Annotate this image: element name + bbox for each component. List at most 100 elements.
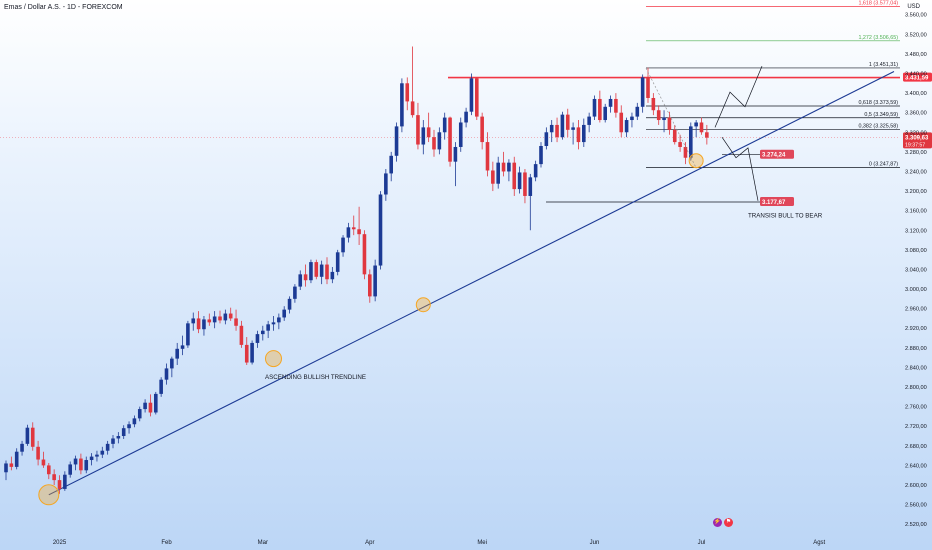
candle-body [175, 348, 179, 359]
candle-body [517, 172, 522, 190]
candle-body [95, 454, 99, 457]
candle-body [196, 318, 201, 330]
candle-body [571, 127, 575, 130]
candle-body [325, 264, 329, 280]
candle-body [442, 117, 447, 133]
candle-body [608, 98, 613, 107]
candle-body [159, 379, 163, 394]
candle-body [137, 409, 142, 419]
y-tick-label: 3.160,00 [905, 209, 927, 215]
candle-body [373, 265, 377, 297]
candle-body [689, 126, 693, 158]
candle-body [121, 428, 126, 437]
candle-body [480, 116, 484, 143]
target-down-label-bg [760, 197, 794, 207]
candle-body [603, 106, 607, 121]
candle-body [180, 345, 185, 349]
candle-body [20, 443, 24, 452]
candle-body [683, 146, 688, 158]
candle-body [41, 459, 46, 466]
candle-body [469, 78, 474, 112]
candle-body [475, 78, 479, 117]
y-tick-label: 3.320,00 [905, 130, 927, 136]
target-up-label: 3.274,24 [762, 153, 786, 159]
candle-body [234, 318, 238, 326]
y-tick-label: 2.520,00 [905, 522, 927, 528]
fib-level-label: 1,272 (3.506,65) [858, 35, 898, 41]
candle-body [89, 456, 94, 461]
candle-body [293, 286, 297, 299]
y-tick-label: 3.480,00 [905, 52, 927, 58]
y-tick-label: 3.360,00 [905, 111, 927, 117]
candle-body [341, 237, 345, 253]
y-tick-label: 3.280,00 [905, 150, 927, 156]
candle-body [426, 127, 431, 138]
y-tick-label: 2.720,00 [905, 424, 927, 430]
candle-body [410, 101, 415, 116]
y-tick-label: 2.600,00 [905, 483, 927, 489]
candle-body [351, 227, 356, 230]
candle-body [646, 77, 650, 98]
candle-body [560, 114, 565, 138]
candle-body [587, 116, 591, 125]
candle-body [672, 129, 677, 143]
candle-body [52, 474, 56, 481]
candle-body [239, 325, 244, 345]
candle-body [432, 137, 436, 150]
candle-body [555, 124, 559, 138]
candle-body [453, 146, 458, 162]
candle-body [298, 274, 303, 287]
touch-point-circle [38, 484, 60, 506]
x-tick-label: Mar [258, 540, 268, 546]
y-tick-label: 3.440,00 [905, 71, 927, 77]
lightning-icon[interactable]: ⚡ [713, 518, 722, 527]
candle-body [127, 424, 131, 429]
candle-body [640, 77, 645, 107]
x-tick-label: Apr [365, 540, 374, 546]
bearish-projection-path [721, 136, 759, 201]
symbol-title: Emas / Dollar A.S. - 1D - FOREXCOM [4, 4, 123, 11]
candle-body [667, 117, 672, 130]
candle-body [394, 126, 399, 156]
candle-body [619, 112, 624, 133]
candle-body [614, 98, 618, 113]
transition-annotation: TRANSISI BULL TO BEAR [748, 213, 823, 220]
candle-body [699, 122, 704, 133]
resistance-price-label: 3.431,59 [905, 76, 929, 82]
candle-body [244, 344, 249, 363]
y-tick-label: 3.400,00 [905, 91, 927, 97]
fib-swing-line [645, 67, 697, 168]
candle-body [143, 402, 147, 410]
candle-body [549, 124, 554, 133]
candle-body [501, 162, 506, 172]
current-price-label-extra: 19:37:57 [905, 142, 925, 148]
candle-body [400, 83, 404, 127]
touch-point-circle [688, 153, 704, 169]
candle-body [678, 142, 682, 147]
candle-body [416, 115, 420, 145]
candle-body [277, 317, 281, 323]
candle-body [266, 324, 270, 331]
candle-body [261, 330, 265, 335]
candle-body [335, 252, 340, 272]
candle-body [63, 474, 67, 489]
touch-point-circle [415, 297, 431, 313]
candle-body [73, 458, 78, 465]
candle-body [357, 229, 361, 235]
candle-body [635, 106, 640, 117]
candle-body [30, 427, 35, 447]
candle-body [164, 368, 169, 380]
y-tick-label: 3.000,00 [905, 287, 927, 293]
candle-body [309, 262, 313, 281]
candle-body [47, 465, 51, 475]
flag-icon[interactable]: ⚑ [724, 518, 733, 527]
candle-body [223, 313, 228, 321]
candle-body [330, 271, 335, 280]
x-tick-label: Jul [698, 540, 706, 546]
candle-body [544, 132, 549, 146]
trendline-annotation: ASCENDING BULLISH TRENDLINE [265, 374, 366, 381]
candle-body [84, 460, 89, 471]
current-price-label-bg [903, 132, 932, 149]
candle-body [405, 83, 410, 102]
